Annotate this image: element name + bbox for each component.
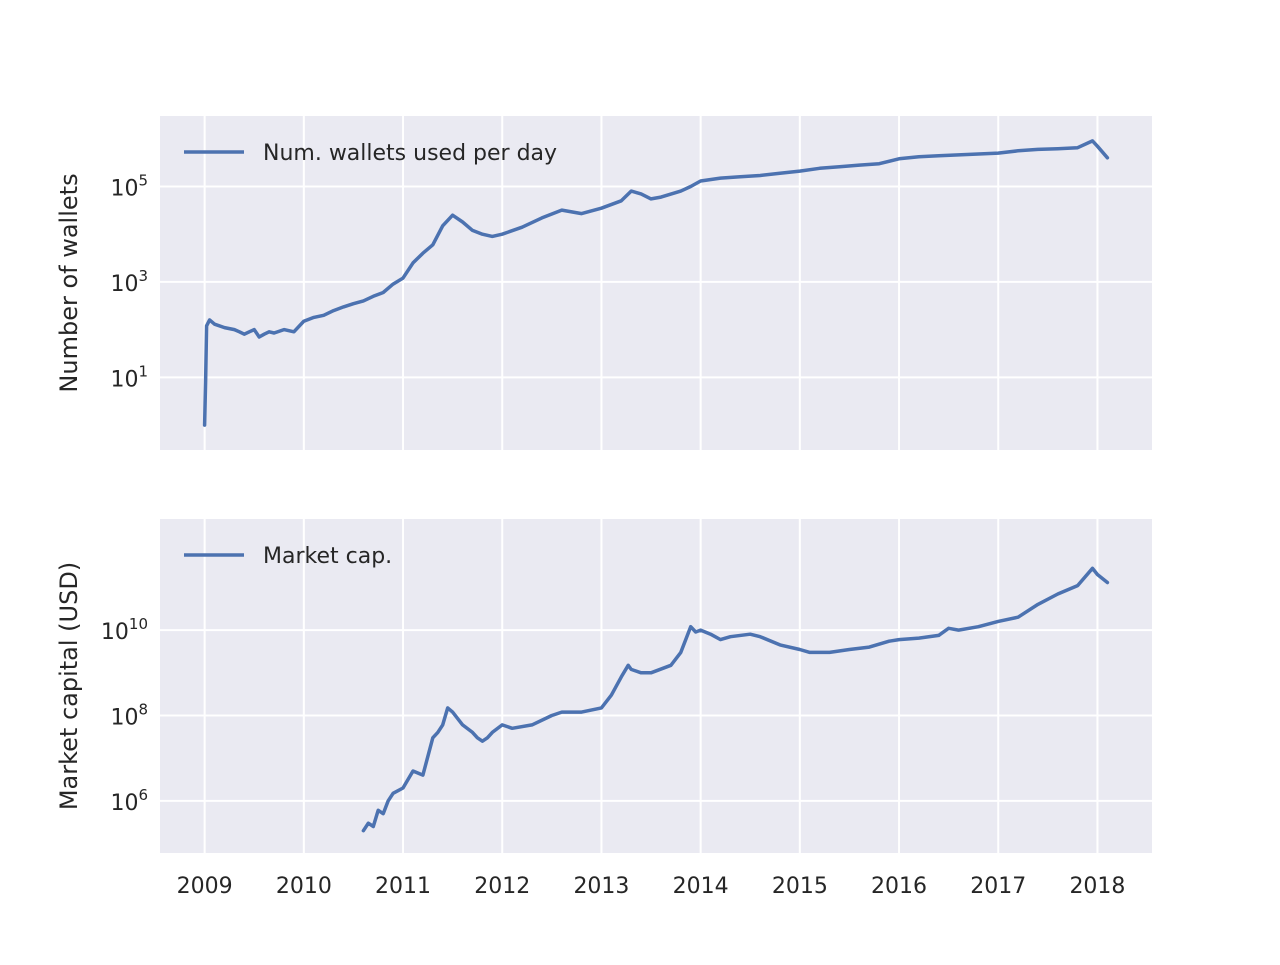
series-line (361, 566, 1110, 833)
x-tick-label: 2016 (871, 874, 927, 899)
plot-area-background (160, 519, 1152, 853)
x-tick-label: 2010 (276, 874, 332, 899)
y-axis-label: Number of wallets (55, 173, 83, 392)
chart-panel-2: 106 108 1010 Market capital (USD) Market cap… (55, 519, 1152, 899)
x-tick-label: 2012 (474, 874, 530, 899)
y-tick-label: 106 (110, 786, 148, 816)
y-tick-label: 1010 (101, 615, 148, 645)
chart-panel-1: 101 103 105 Number of wallets Num. wallets u… (55, 116, 1152, 450)
legend-label: Market cap. (263, 544, 392, 569)
legend: Num. wallets used per day (184, 141, 557, 166)
y-tick-label: 101 (110, 362, 148, 392)
y-tick-label: 103 (110, 267, 148, 297)
series-line (202, 139, 1110, 427)
y-axis-label: Market capital (USD) (55, 562, 83, 810)
x-tick-label: 2018 (1069, 874, 1125, 899)
x-tick-label: 2011 (375, 874, 431, 899)
x-tick-label: 2015 (772, 874, 828, 899)
plot-area-background (160, 116, 1152, 450)
x-tick-label: 2014 (673, 874, 729, 899)
y-tick-label: 108 (110, 700, 148, 730)
legend: Market cap. (184, 544, 392, 569)
x-tick-label: 2013 (573, 874, 629, 899)
y-tick-label: 105 (110, 171, 148, 201)
x-tick-label: 2009 (177, 874, 233, 899)
legend-label: Num. wallets used per day (263, 141, 557, 166)
x-tick-label: 2017 (970, 874, 1026, 899)
